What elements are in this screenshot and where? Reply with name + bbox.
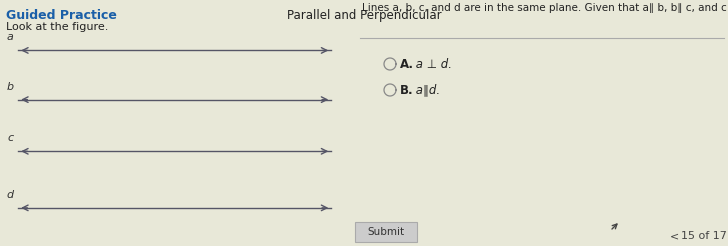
Text: Guided Practice: Guided Practice: [6, 9, 117, 22]
Text: b: b: [7, 82, 14, 92]
Text: <: <: [670, 231, 679, 241]
Text: a ⊥ d.: a ⊥ d.: [412, 58, 452, 71]
Text: Look at the figure.: Look at the figure.: [6, 22, 108, 32]
Text: Lines a, b, c, and d are in the same plane. Given that a∥ b, b∥ c, and c∥ d, the: Lines a, b, c, and d are in the same pla…: [362, 3, 728, 13]
Text: Submit: Submit: [368, 227, 405, 237]
Text: 15 of 17: 15 of 17: [681, 231, 727, 241]
Text: B.: B.: [400, 83, 414, 96]
Text: A.: A.: [400, 58, 414, 71]
Text: c: c: [7, 133, 13, 143]
Text: Parallel and Perpendicular: Parallel and Perpendicular: [287, 9, 441, 22]
Text: d: d: [7, 190, 14, 200]
Text: a∥d.: a∥d.: [412, 83, 440, 96]
FancyBboxPatch shape: [355, 222, 417, 242]
Text: a: a: [7, 32, 14, 42]
